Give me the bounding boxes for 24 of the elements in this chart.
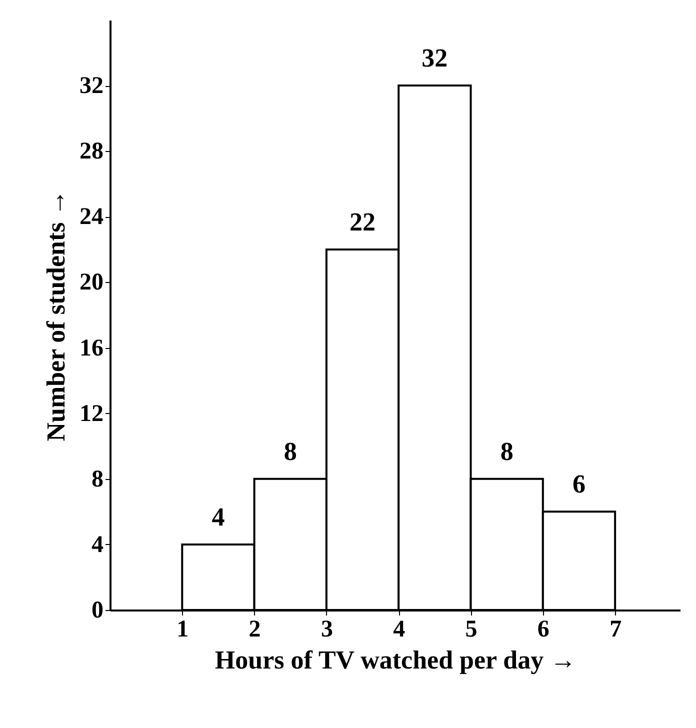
y-tick-label: 8 [92, 466, 104, 492]
x-tick-label: 3 [320, 616, 333, 642]
data-label: 22 [350, 207, 376, 236]
x-tick-label: 7 [610, 616, 622, 642]
y-tick-label: 28 [80, 138, 104, 165]
x-tick-label: 6 [537, 616, 550, 642]
x-tick-label: 4 [393, 616, 406, 642]
data-label: 32 [422, 44, 448, 73]
y-axis-title: Number of students → [42, 190, 70, 442]
x-tick-label: 2 [248, 616, 261, 642]
y-tick-label: 16 [80, 335, 104, 362]
y-tick-label: 20 [80, 270, 104, 296]
y-tick-label: 32 [80, 73, 104, 100]
x-axis-title: Hours of TV watched per day → [214, 646, 576, 674]
data-label: 6 [572, 470, 586, 499]
y-tick-label: 12 [80, 400, 104, 427]
y-tick-label: 24 [80, 204, 104, 230]
y-tick-label: 4 [92, 532, 104, 558]
y-tick-label: 0 [92, 598, 104, 624]
data-label: 8 [500, 436, 514, 466]
data-label: 8 [284, 436, 297, 466]
data-label: 4 [212, 502, 225, 532]
x-tick-label: 5 [465, 616, 478, 642]
x-tick-label: 1 [176, 616, 189, 642]
